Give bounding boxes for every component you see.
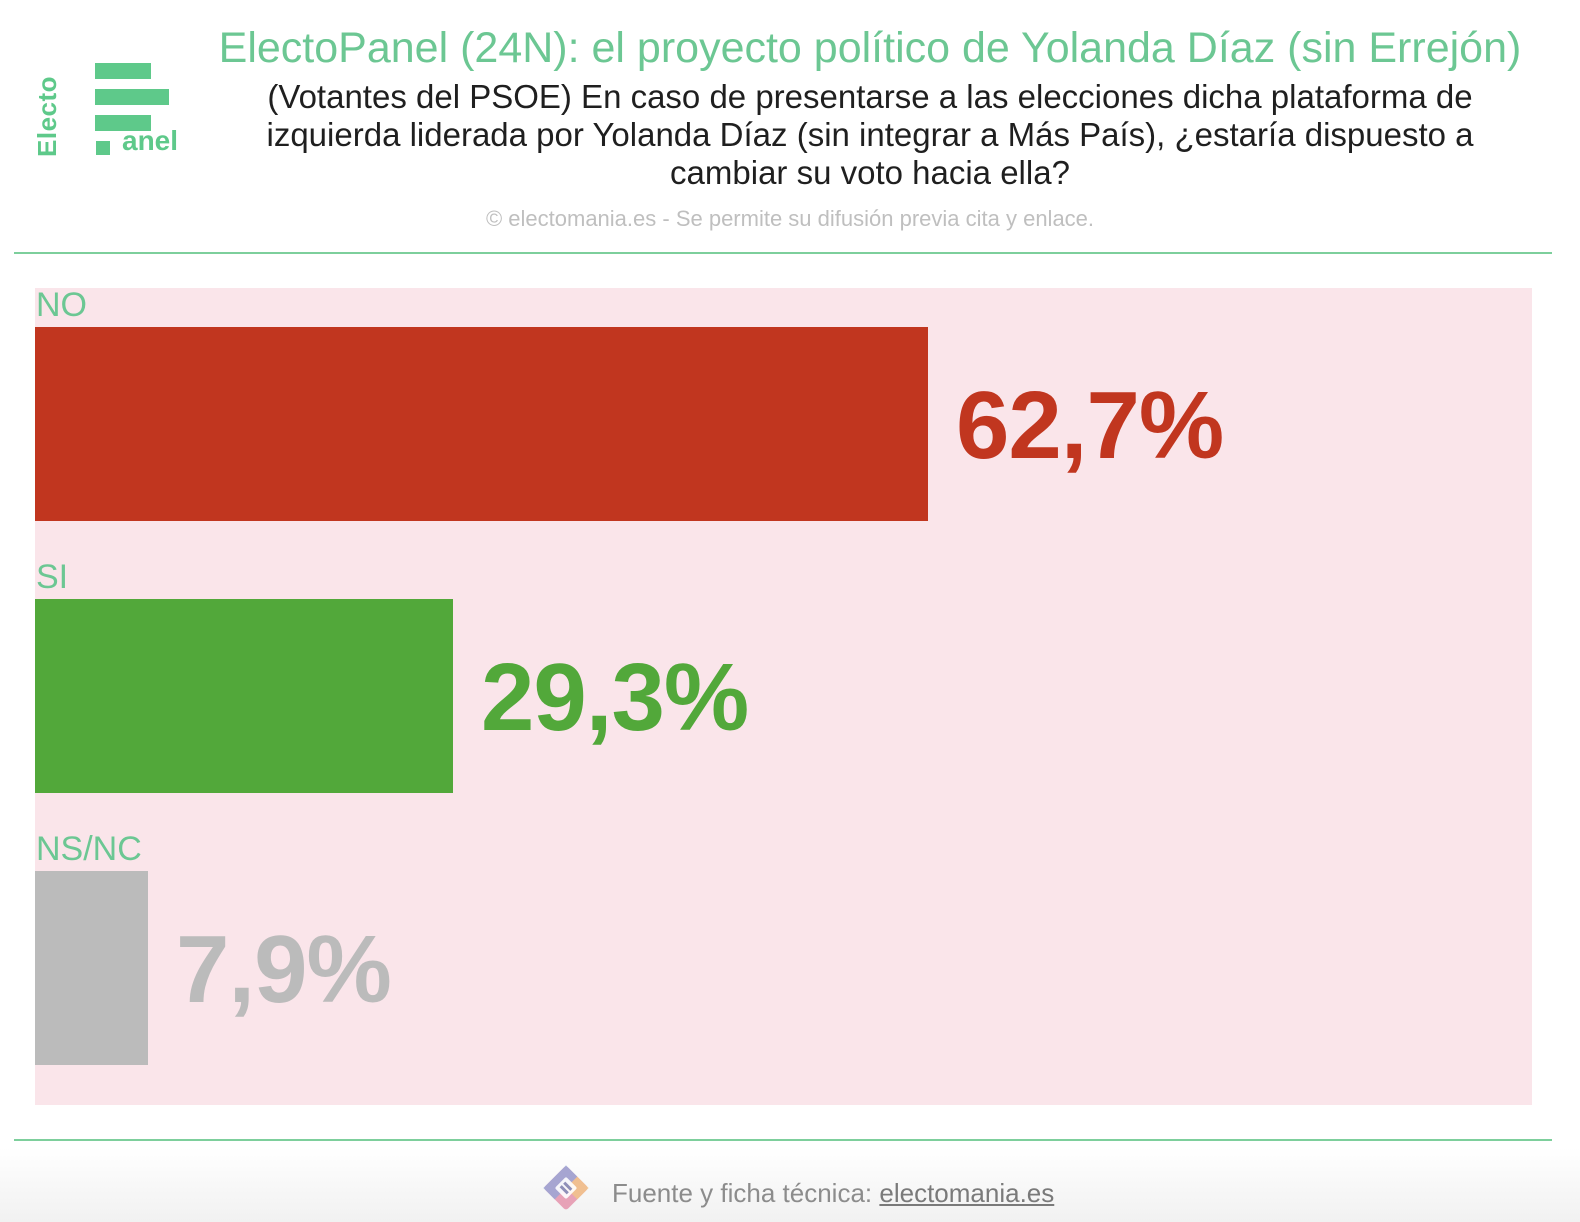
logo-suffix-text: anel	[122, 125, 179, 156]
footer: Fuente y ficha técnica: electomania.es	[0, 1148, 1580, 1222]
bar-no	[35, 327, 928, 521]
bar-si	[35, 599, 453, 793]
chart-subtitle: (Votantes del PSOE) En caso de presentar…	[266, 78, 1474, 191]
copyright-credit: © electomania.es - Se permite su difusió…	[485, 206, 1095, 231]
logo-square	[96, 141, 110, 155]
electomania-logo-icon	[543, 1165, 589, 1210]
plot-area: NO 62,7% SI 29,3% NS/NC 7,9%	[35, 288, 1532, 1105]
footer-source: Fuente y ficha técnica: electomania.es	[612, 1178, 1054, 1209]
logo-bar-top	[95, 63, 151, 79]
category-label-ns-nc: NS/NC	[36, 830, 142, 868]
chart-title: ElectoPanel (24N): el proyecto político …	[218, 24, 1522, 72]
electopanel-logo: Electo anel	[30, 55, 178, 165]
bottom-divider	[14, 1139, 1552, 1141]
logo-vertical-text: Electo	[32, 75, 62, 157]
value-label-ns-nc: 7,9%	[176, 916, 392, 1023]
footer-source-link[interactable]: electomania.es	[879, 1178, 1055, 1208]
category-label-si: SI	[36, 558, 69, 596]
category-label-no: NO	[36, 286, 87, 324]
logo-bar-middle	[95, 89, 169, 105]
logo-bar-bottom	[95, 115, 151, 131]
footer-source-label: Fuente y ficha técnica:	[612, 1178, 873, 1208]
value-label-no: 62,7%	[956, 372, 1224, 479]
top-divider	[14, 252, 1552, 254]
value-label-si: 29,3%	[481, 644, 749, 751]
bar-ns-nc	[35, 871, 148, 1065]
